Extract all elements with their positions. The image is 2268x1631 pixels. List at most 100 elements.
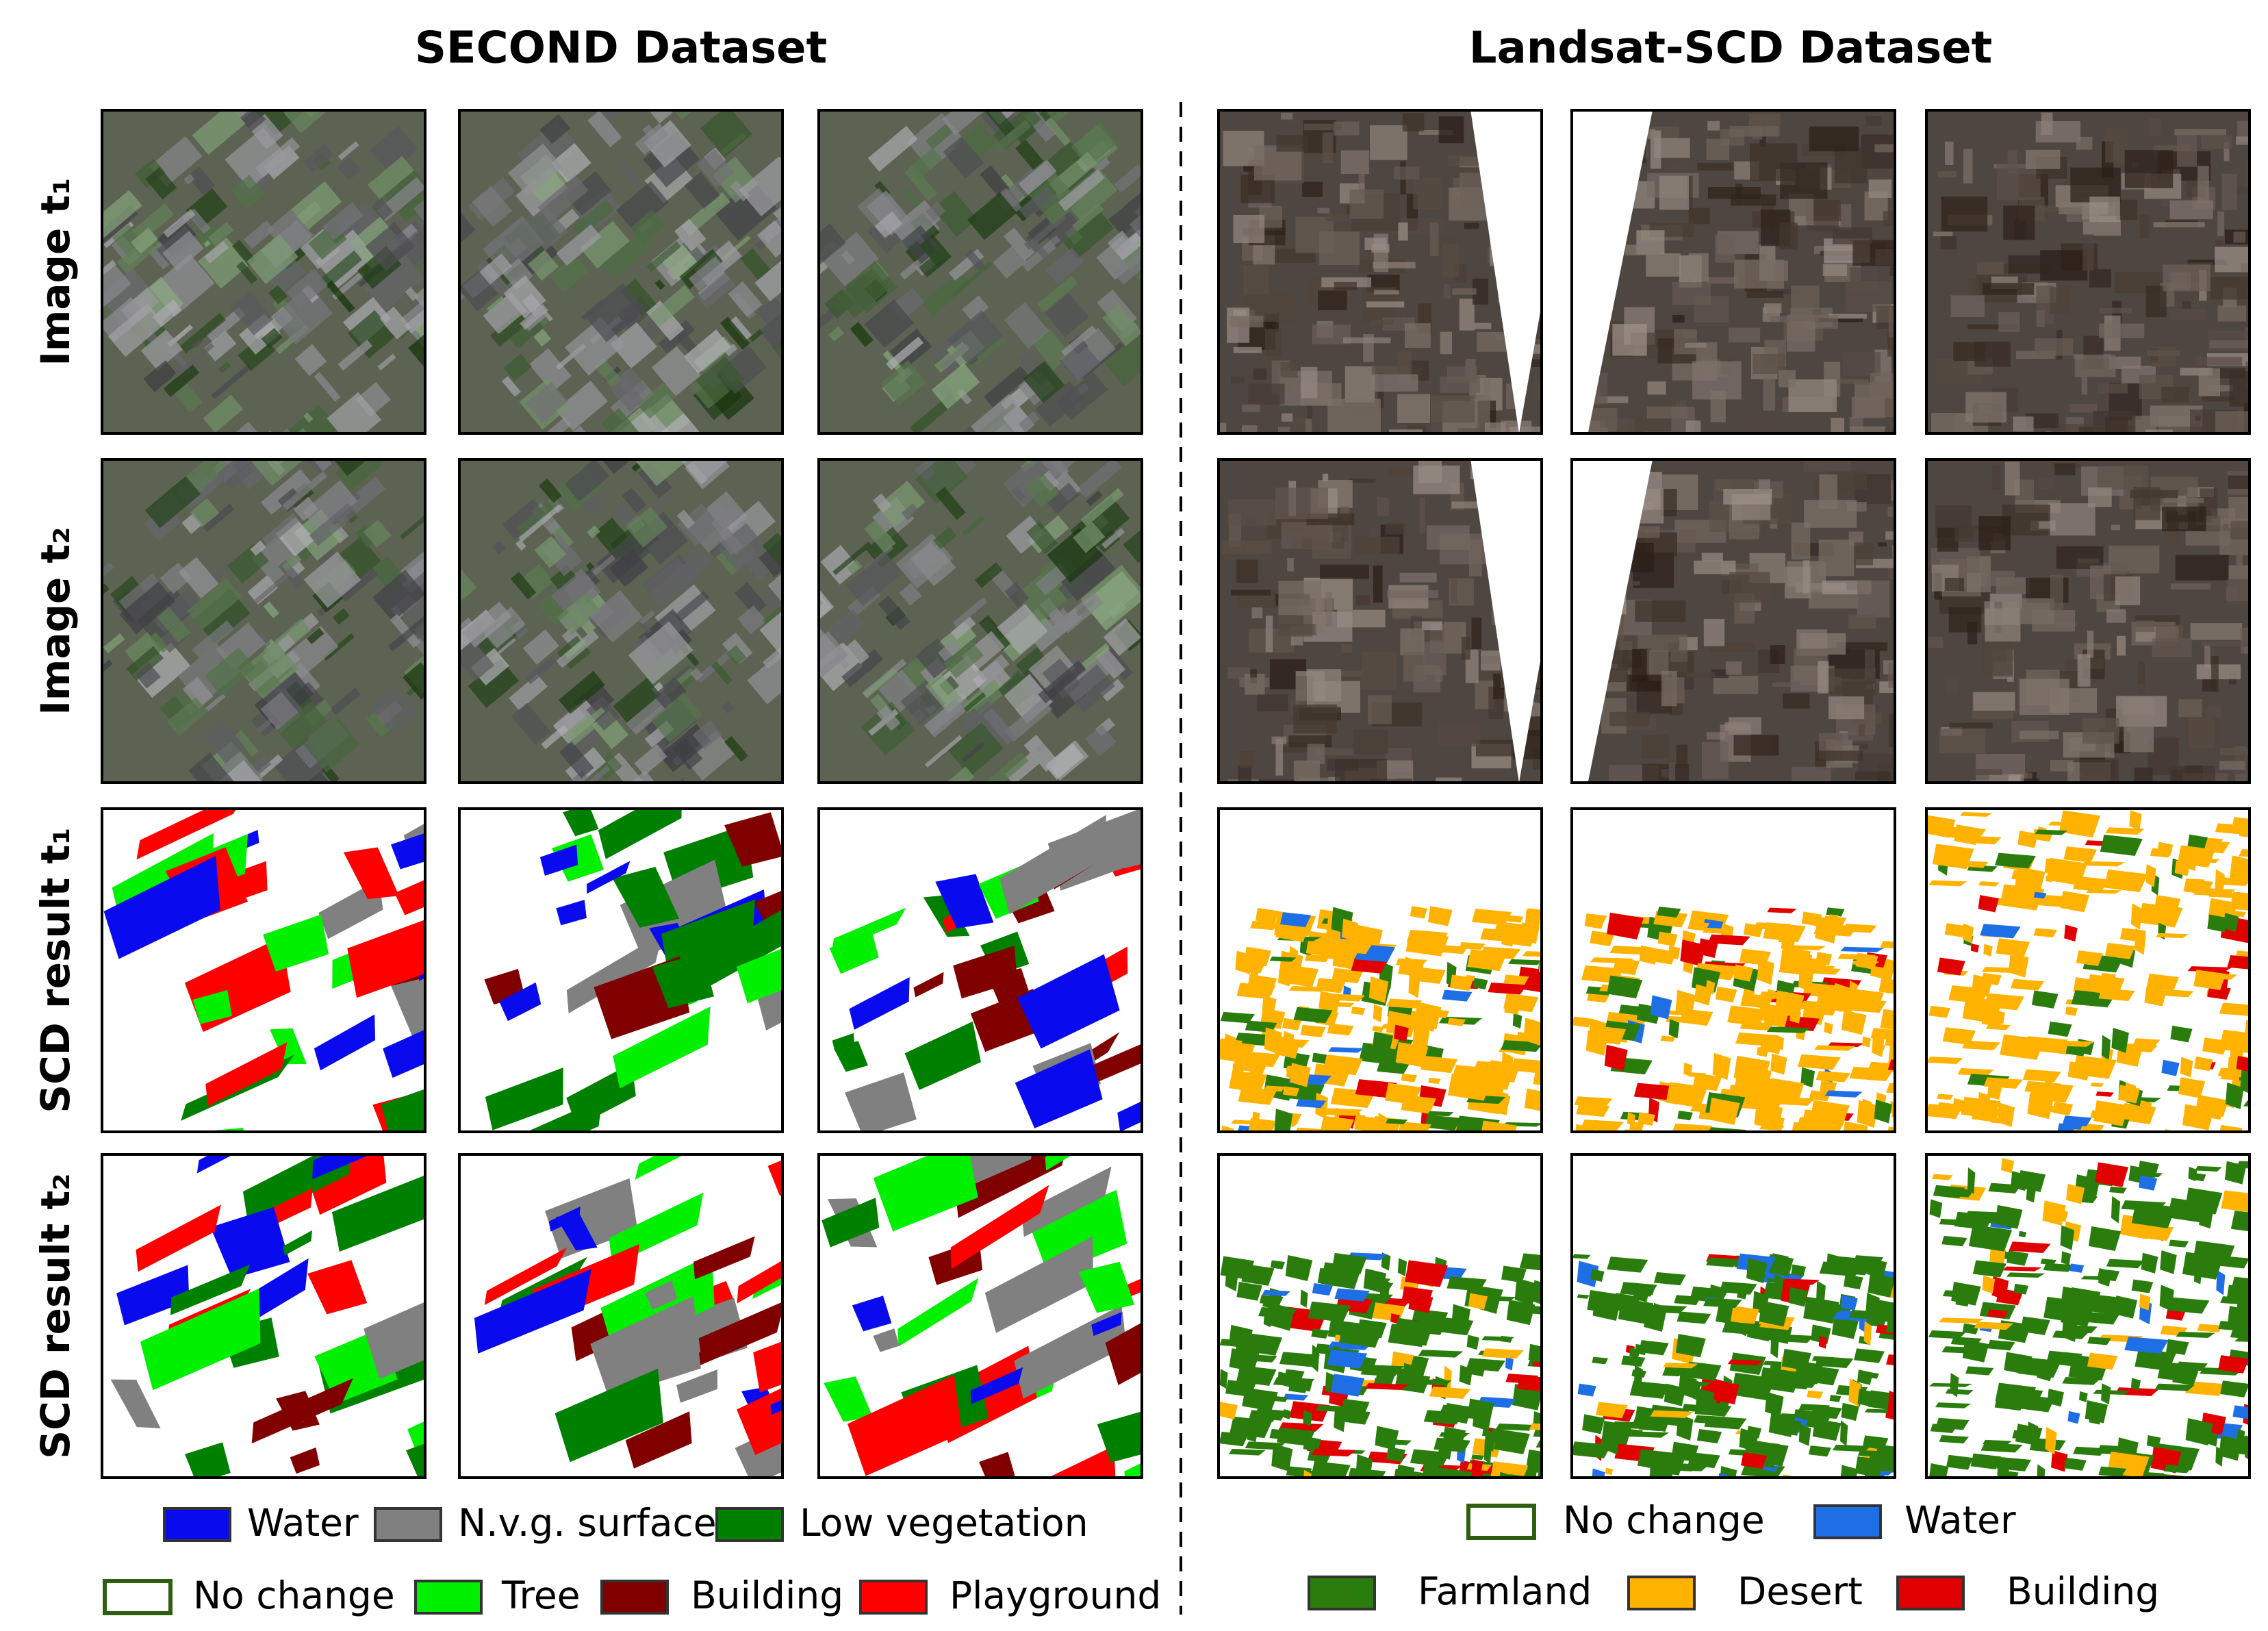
map-region <box>1687 1452 1720 1469</box>
map-region <box>832 1033 855 1052</box>
map-region <box>2234 1337 2250 1342</box>
photo-texture <box>1004 698 1053 742</box>
map-region <box>1962 1040 2001 1050</box>
map-region <box>1481 1348 1524 1359</box>
photo-texture <box>1725 661 1742 675</box>
photo-texture <box>1950 295 1985 317</box>
photo-texture <box>921 467 936 481</box>
map-region <box>1524 1088 1542 1112</box>
map-region <box>1638 1453 1659 1469</box>
photo-texture <box>194 588 251 644</box>
photo-texture <box>2130 684 2159 693</box>
photo-texture <box>674 590 710 622</box>
map-region <box>1662 1371 1683 1377</box>
map-region <box>1607 912 1644 940</box>
photo-texture <box>963 692 986 713</box>
right-title: Landsat-SCD Dataset <box>1469 23 1992 74</box>
map-region <box>1866 1258 1887 1278</box>
map-region <box>1706 1257 1740 1267</box>
map-region <box>1300 1024 1326 1038</box>
photo-texture <box>1973 692 2015 711</box>
photo-texture <box>1802 560 1810 594</box>
map-region <box>2195 1107 2213 1117</box>
photo-texture <box>2170 309 2206 320</box>
map-region <box>852 1295 892 1332</box>
map-region <box>1609 946 1653 955</box>
photo-texture <box>613 677 667 730</box>
photo-texture <box>931 527 957 551</box>
photo-texture <box>1609 711 1650 726</box>
photo-texture <box>1694 560 1736 574</box>
photo-texture <box>2007 150 2017 174</box>
photo-texture <box>1706 138 1729 160</box>
map-region <box>1704 1415 1747 1430</box>
map-region <box>1822 1302 1842 1313</box>
photo-texture <box>102 297 146 342</box>
photo-texture <box>335 459 384 492</box>
photo-texture <box>2215 246 2250 273</box>
photo-texture <box>610 377 644 412</box>
photo-texture <box>1026 521 1058 555</box>
photo-texture <box>2077 654 2091 687</box>
photo-texture <box>1723 488 1772 505</box>
map-region <box>2111 1196 2121 1224</box>
map-region <box>1481 1120 1518 1132</box>
photo-texture <box>1834 147 1868 184</box>
photo-texture <box>615 366 648 401</box>
legend-label: Water <box>1904 1498 2016 1542</box>
photo-texture <box>1865 649 1875 679</box>
photo-texture <box>1335 759 1388 783</box>
photo-texture <box>2003 205 2035 240</box>
photo-texture <box>1269 781 1289 783</box>
photo-texture <box>1250 669 1257 684</box>
map-region <box>752 1250 782 1299</box>
photo-texture <box>847 559 863 575</box>
photo-texture <box>1229 316 1264 328</box>
photo-texture <box>1438 116 1464 144</box>
photo-texture <box>737 605 767 635</box>
photo-texture <box>134 158 166 188</box>
map-region <box>1447 1276 1487 1291</box>
photo-texture <box>961 700 1012 752</box>
photo-texture <box>140 329 183 371</box>
photo-texture <box>1804 500 1857 528</box>
photo-texture <box>1783 693 1810 709</box>
map-region <box>1311 1328 1329 1339</box>
map-region <box>1607 975 1643 999</box>
map-region <box>1982 1275 1996 1294</box>
map-region <box>2043 1263 2074 1272</box>
map-region <box>1987 1085 2002 1100</box>
photo-texture <box>1940 236 1957 250</box>
map-region <box>2095 1162 2129 1187</box>
photo-texture <box>2019 731 2059 739</box>
photo-texture <box>601 110 635 123</box>
map-region <box>1247 1430 1258 1442</box>
photo-texture <box>2026 149 2061 169</box>
map-region <box>1929 1463 1949 1478</box>
photo-texture <box>1084 724 1117 757</box>
map-region <box>2189 1131 2193 1132</box>
photo-texture <box>1231 376 1245 384</box>
photo-texture <box>1870 372 1895 399</box>
map-region <box>210 1207 290 1279</box>
map-region <box>1448 1073 1492 1101</box>
photo-texture <box>1164 611 1225 671</box>
photo-texture <box>943 136 984 179</box>
photo-texture <box>902 186 923 209</box>
map-region <box>1851 961 1879 965</box>
map-region <box>1776 1417 1802 1436</box>
photo-texture <box>1025 473 1060 508</box>
photo-texture <box>1162 607 1193 635</box>
map-region <box>1886 1083 1895 1093</box>
photo-texture <box>961 515 986 537</box>
photo-texture <box>1733 735 1779 756</box>
map-region <box>1394 1468 1429 1478</box>
photo-texture <box>2174 129 2227 136</box>
photo-texture <box>1729 126 1779 137</box>
map-region <box>1880 1009 1895 1031</box>
map-region <box>1334 1288 1370 1302</box>
map-region <box>1834 1324 1844 1335</box>
photo-texture <box>1004 227 1035 262</box>
photo-texture <box>886 336 924 370</box>
photo-texture <box>256 718 273 733</box>
